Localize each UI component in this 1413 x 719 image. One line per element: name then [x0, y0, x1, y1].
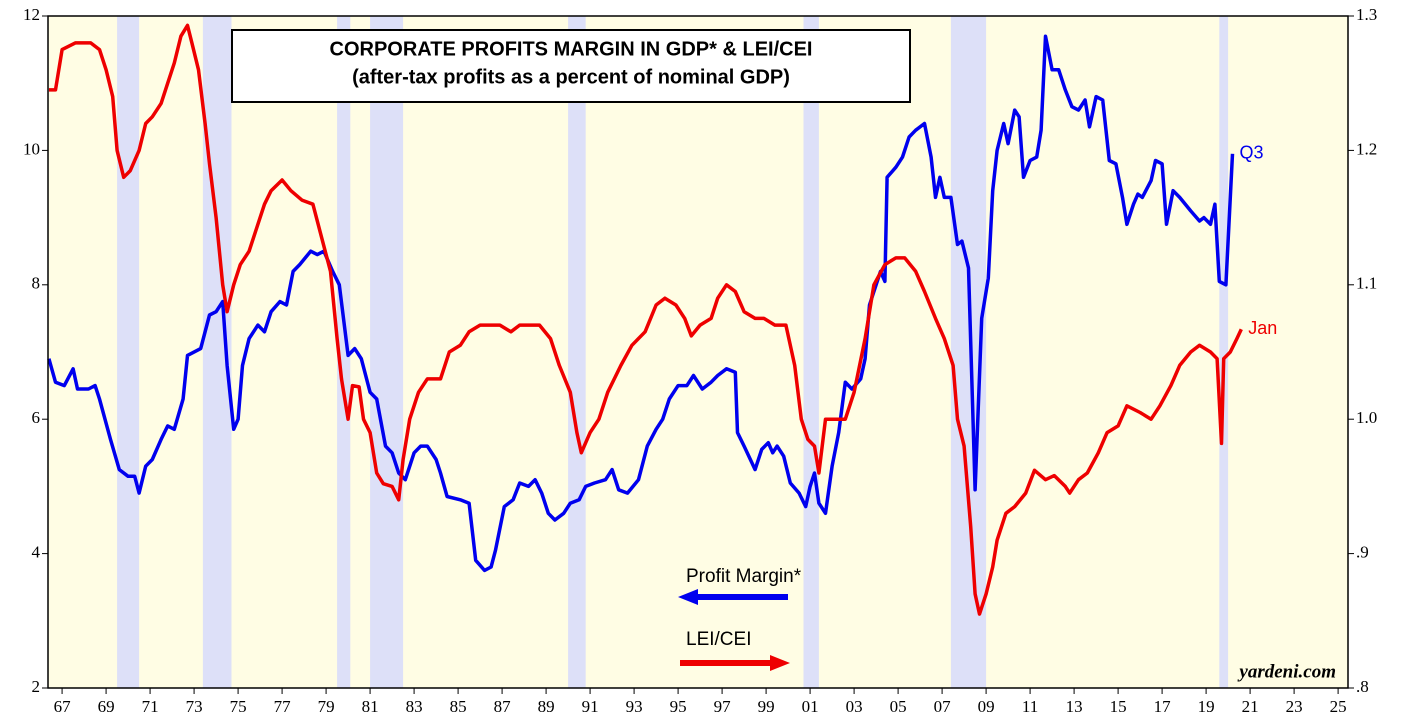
x-tick-label: 91	[582, 697, 599, 716]
y-tick-label: 12	[23, 5, 40, 24]
x-tick-label: 11	[1022, 697, 1038, 716]
legend-arrowhead	[770, 655, 790, 671]
y2-tick-label: .8	[1356, 677, 1369, 696]
plot-background	[48, 16, 1348, 688]
legend-label: Profit Margin*	[686, 566, 802, 587]
y2-tick-label: 1.1	[1356, 274, 1377, 293]
end-label: Jan	[1248, 318, 1277, 338]
x-tick-label: 77	[274, 697, 292, 716]
source: yardeni.com	[1237, 661, 1336, 682]
recession-band	[568, 16, 586, 688]
series-line	[48, 23, 1243, 616]
x-tick-label: 99	[758, 697, 775, 716]
x-tick-label: 03	[846, 697, 863, 716]
x-tick-label: 71	[142, 697, 159, 716]
x-tick-label: 01	[802, 697, 819, 716]
series-line	[47, 34, 1235, 573]
y-tick-label: 10	[23, 139, 40, 158]
x-tick-label: 19	[1198, 697, 1215, 716]
x-tick-label: 87	[494, 697, 512, 716]
x-tick-label: 89	[538, 697, 555, 716]
title-box	[231, 29, 911, 103]
x-tick-label: 93	[626, 697, 643, 716]
x-tick-label: 13	[1066, 697, 1083, 716]
x-tick-label: 07	[934, 697, 952, 716]
y-tick-label: 2	[32, 677, 41, 696]
legend-label: LEI/CEI	[686, 629, 751, 650]
x-tick-label: 17	[1154, 697, 1172, 716]
x-tick-label: 95	[670, 697, 687, 716]
x-tick-label: 05	[890, 697, 907, 716]
x-tick-label: 75	[230, 697, 247, 716]
y-tick-label: 6	[32, 408, 41, 427]
x-tick-label: 23	[1286, 697, 1303, 716]
plot-frame	[47, 15, 1349, 689]
recession-band	[370, 16, 404, 688]
end-label: Q3	[1239, 143, 1263, 163]
chart-subtitle: (after-tax profits as a percent of nomin…	[352, 66, 790, 88]
x-tick-label: 15	[1110, 697, 1127, 716]
y2-tick-label: 1.2	[1356, 139, 1377, 158]
x-tick-label: 09	[978, 697, 995, 716]
x-tick-label: 21	[1242, 697, 1259, 716]
y2-tick-label: 1.3	[1356, 5, 1377, 24]
y-tick-label: 4	[32, 543, 41, 562]
recession-band	[1219, 16, 1229, 688]
y2-tick-label: 1.0	[1356, 408, 1377, 427]
chart-title: CORPORATE PROFITS MARGIN IN GDP* & LEI/C…	[330, 38, 813, 60]
recession-band	[803, 16, 819, 688]
x-tick-label: 69	[98, 697, 115, 716]
legend-arrowhead	[678, 589, 698, 605]
x-tick-label: 79	[318, 697, 335, 716]
recession-band	[117, 16, 140, 688]
recession-band	[337, 16, 351, 688]
y2-tick-label: .9	[1356, 543, 1369, 562]
y-tick-label: 8	[32, 274, 41, 293]
x-tick-label: 85	[450, 697, 467, 716]
x-tick-label: 73	[186, 697, 203, 716]
x-tick-label: 67	[54, 697, 72, 716]
x-tick-label: 25	[1330, 697, 1347, 716]
x-tick-label: 81	[362, 697, 379, 716]
x-tick-label: 97	[714, 697, 732, 716]
x-tick-label: 83	[406, 697, 423, 716]
